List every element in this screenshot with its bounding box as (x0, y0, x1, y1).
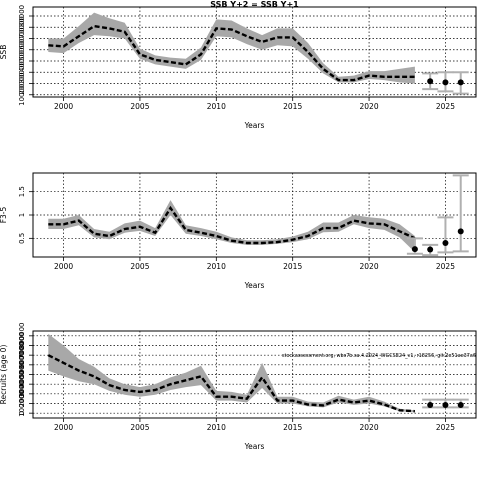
x-axis-label: Years (244, 281, 265, 290)
x-tick-label: 2000 (54, 262, 73, 271)
projection-point (457, 228, 464, 235)
projection-point (427, 78, 434, 85)
x-tick-label: 2020 (360, 423, 379, 432)
y-tick-label: 20000 (18, 72, 26, 94)
y-tick-label: 80000 (18, 5, 26, 27)
y-tick-label: 700000 (18, 332, 26, 359)
projection-point (442, 79, 449, 86)
x-tick-label: 2025 (436, 423, 455, 432)
panel-1: 2000 2005 2010 2015 2020 2025 1000020000300004… (0, 0, 477, 130)
y-tick-label: 30000 (18, 61, 26, 83)
projection-point (427, 246, 434, 253)
y-axis-label: F3-5 (0, 206, 8, 223)
x-tick-label: 2025 (436, 102, 455, 111)
x-tick-label: 2005 (130, 102, 149, 111)
estimate-line (47, 354, 415, 413)
x-tick-label: 2005 (130, 262, 149, 271)
y-tick-label: 40000 (18, 50, 26, 72)
projection-point (427, 401, 434, 408)
y-axis-label: Recruits (age 0) (0, 345, 8, 405)
x-tick-label: 2010 (207, 423, 226, 432)
x-tick-label: 2020 (360, 102, 379, 111)
confidence-band (48, 12, 415, 84)
x-tick-label: 2015 (283, 102, 302, 111)
panel-2: 2000 2005 2010 2015 2020 2025 0.5 1 1.5 Years F3-5 (0, 172, 477, 290)
y-tick-label: 1.5 (18, 186, 26, 197)
projection-point (442, 240, 449, 246)
x-axis-label: Years (244, 121, 265, 130)
y-tick-label: 100000 (18, 390, 26, 417)
x-tick-label: 2010 (207, 262, 226, 271)
y-tick-label: 1 (18, 213, 26, 217)
y-tick-label: 50000 (18, 39, 26, 61)
y-tick-label: 0.5 (18, 233, 26, 244)
x-tick-label: 2000 (54, 102, 73, 111)
y-axis-label: SSB (0, 45, 8, 60)
y-tick-label: 10000 (18, 84, 26, 106)
projection-point (457, 79, 464, 86)
estimate-line (48, 205, 416, 245)
y-tick-label: 60000 (18, 27, 26, 49)
y-tick-label: 400000 (18, 361, 26, 388)
x-tick-label: 2025 (436, 262, 455, 271)
y-tick-label: 600000 (18, 342, 26, 369)
assessment-annotation: stockassessment.org, wbs7b.sa.4.2024_WGC… (282, 353, 476, 359)
y-tick-label: 300000 (18, 371, 26, 398)
y-tick-label: 200000 (18, 380, 26, 407)
x-tick-label: 2005 (130, 423, 149, 432)
y-tick-label: 800000 (18, 322, 26, 349)
y-tick-label: 500000 (18, 351, 26, 378)
projection-point (442, 401, 449, 408)
panel-3: 2000 2005 2010 2015 2020 2025 0100000200000300… (0, 322, 477, 451)
projection-point (457, 401, 464, 408)
plot-frame (32, 6, 477, 98)
projection-point (411, 246, 418, 253)
chart-title: SSB Y+2 = SSB Y+1 (210, 0, 299, 9)
x-axis-label: Years (244, 442, 265, 451)
x-tick-label: 2000 (54, 423, 73, 432)
x-tick-label: 2020 (360, 262, 379, 271)
confidence-band (48, 200, 415, 253)
x-tick-label: 2015 (283, 262, 302, 271)
estimate-line (48, 24, 415, 82)
y-tick-label: 70000 (18, 16, 26, 38)
x-tick-label: 2010 (207, 102, 226, 111)
y-tick-label: 0 (18, 411, 26, 415)
x-tick-label: 2015 (283, 423, 302, 432)
